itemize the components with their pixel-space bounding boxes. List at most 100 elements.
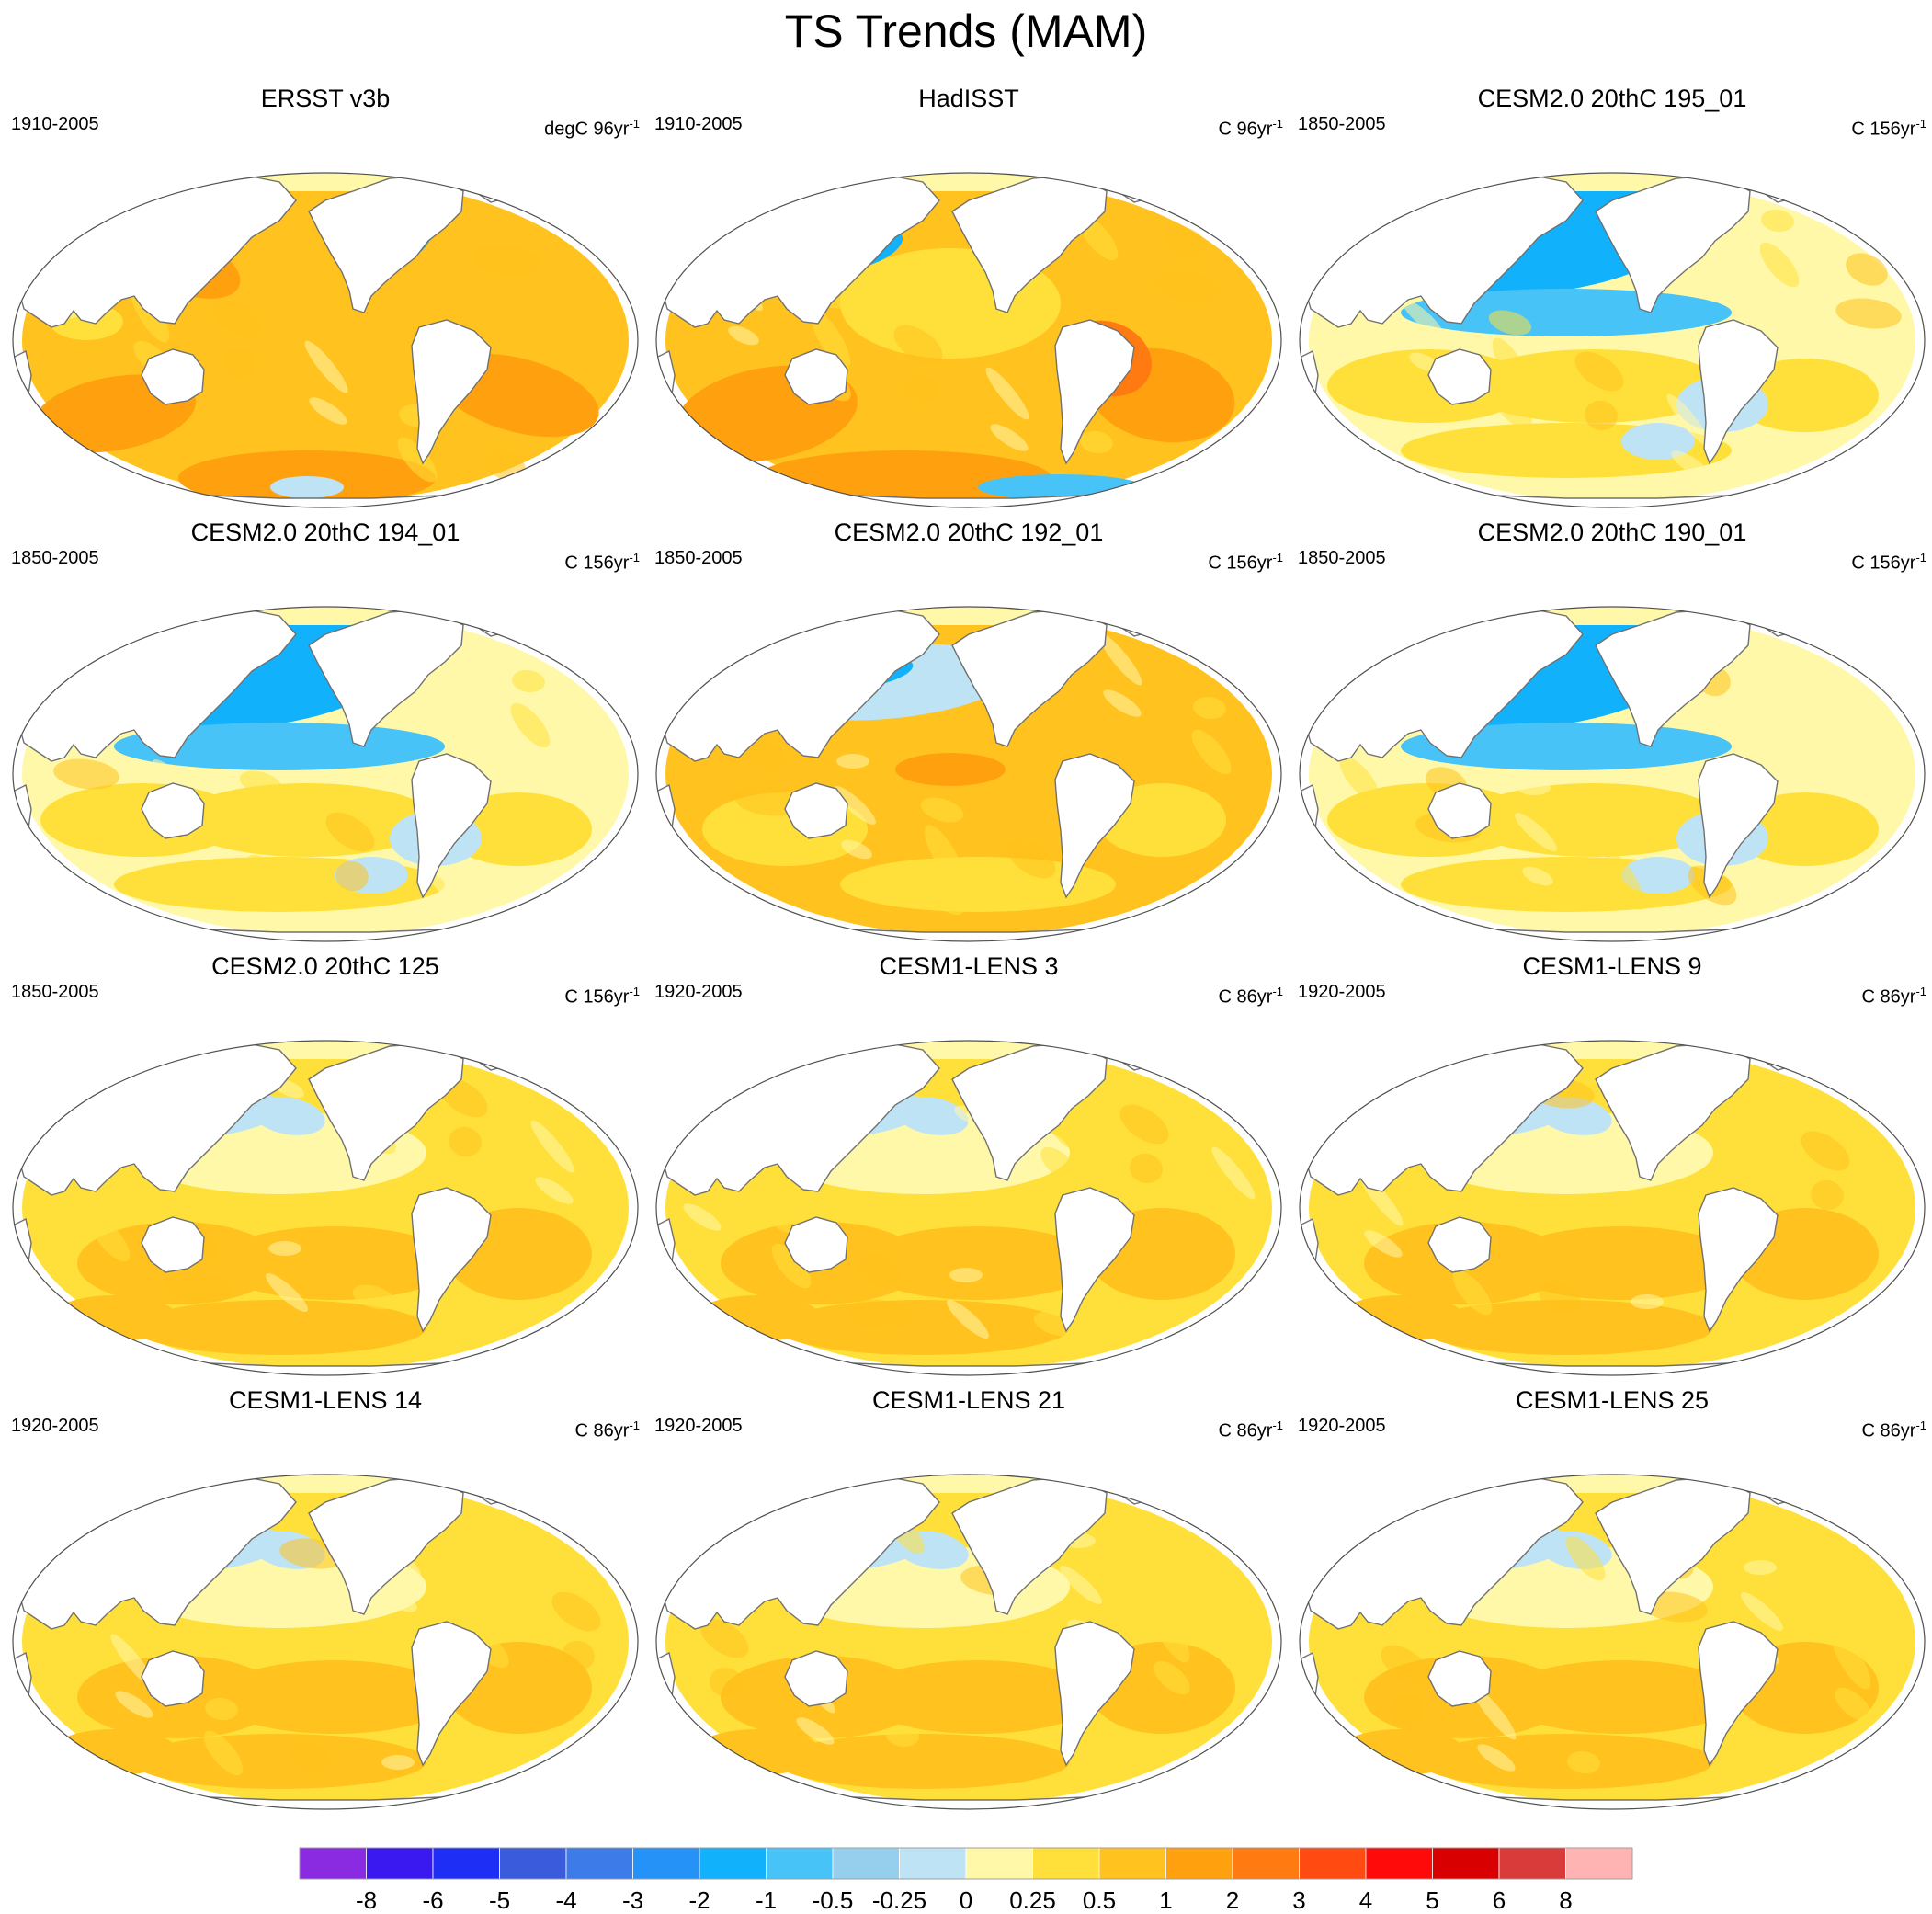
trend-anomaly-region (893, 325, 943, 365)
arctic-band (656, 1475, 1281, 1493)
trend-anomaly-region (710, 1667, 743, 1698)
trend-anomaly-region (222, 347, 256, 378)
land-australia (1427, 782, 1492, 839)
trend-anomaly-region (949, 1268, 983, 1282)
panel-title: CESM1-LENS 25 (1515, 1386, 1710, 1414)
colorbar-tick-label: -5 (489, 1886, 510, 1914)
trend-anomaly-region (397, 437, 438, 483)
map-panel: CESM2.0 20thC 194_01 1850-2005 C 156yr-1 (4, 517, 647, 949)
panel-units: C 86yr-1 (1218, 1418, 1283, 1441)
trend-anomaly-region (1146, 1577, 1190, 1602)
trend-anomaly-region (771, 1243, 812, 1289)
land-australia (141, 782, 205, 839)
map-canvas (12, 1040, 639, 1376)
arctic-band (1300, 1041, 1925, 1059)
panel-units: C 156yr-1 (1851, 551, 1926, 574)
trend-anomaly-region (1419, 1734, 1713, 1789)
trend-anomaly-region (512, 669, 545, 693)
land-north-america (951, 1042, 1108, 1181)
colorbar-tick-label: -0.5 (813, 1886, 854, 1914)
trend-anomaly-region (1477, 1744, 1516, 1772)
colorbar-tick-label: 3 (1292, 1886, 1305, 1914)
trend-anomaly-region (858, 1254, 900, 1287)
colorbar-swatch (1565, 1847, 1633, 1880)
map-panel: ERSST v3b 1910-2005 degC 96yr-1 (4, 83, 647, 515)
land-greenland (1113, 1041, 1165, 1071)
trend-anomaly-region (886, 1724, 919, 1748)
trend-anomaly-region (1835, 298, 1902, 329)
trend-anomaly-region (1827, 1603, 1871, 1629)
colorbar-tick-label: -1 (756, 1886, 777, 1914)
land-south-america (1054, 1187, 1135, 1333)
trend-anomaly-region (776, 1734, 1070, 1789)
trend-field (1300, 1041, 1925, 1375)
panel-title: CESM1-LENS 9 (1522, 952, 1702, 980)
land-australia (784, 1216, 848, 1273)
land-north-america (308, 174, 464, 313)
trend-anomaly-region (1381, 1645, 1430, 1685)
land-south-america (1054, 753, 1135, 899)
colorbar-swatch (565, 1847, 633, 1880)
land-greenland (1756, 1041, 1808, 1071)
panel-units: C 86yr-1 (1218, 985, 1283, 1008)
trend-anomaly-region (1154, 271, 1221, 302)
land-north-america (308, 1042, 464, 1181)
trend-anomaly-region (1539, 1281, 1581, 1314)
map-border (1299, 1474, 1926, 1810)
map-panel: CESM2.0 20thC 192_01 1850-2005 C 156yr-1 (647, 517, 1290, 949)
colorbar-tick-label: 1 (1159, 1886, 1172, 1914)
trend-anomaly-region (1671, 450, 1710, 478)
trend-anomaly-region (1154, 1660, 1190, 1695)
trend-anomaly-region (1565, 1535, 1606, 1581)
panel-period: 1850-2005 (11, 982, 99, 1002)
panel-units: C 86yr-1 (1861, 1418, 1926, 1441)
land-greenland (1756, 173, 1808, 203)
colorbar-frame (299, 1847, 1633, 1880)
colorbar-swatch (1432, 1847, 1500, 1880)
trend-anomaly-region (734, 785, 801, 816)
colorbar-swatch (1299, 1847, 1367, 1880)
panel-title: CESM2.0 20thC 195_01 (1477, 85, 1747, 112)
land-australia (1427, 348, 1492, 405)
map-panel: CESM1-LENS 9 1920-2005 C 86yr-1 (1290, 951, 1932, 1383)
trend-anomaly-region (92, 1183, 125, 1207)
trend-anomaly-region (1336, 1295, 1465, 1341)
colorbar-swatch (1098, 1847, 1166, 1880)
panel-units: C 156yr-1 (1851, 117, 1926, 140)
trend-anomaly-region (381, 1755, 415, 1770)
arctic-band (656, 173, 1281, 191)
land-south-america (1698, 1187, 1779, 1333)
map-border (12, 1040, 639, 1376)
trend-anomaly-region (895, 753, 1006, 786)
panel-title: CESM1-LENS 21 (871, 1386, 1066, 1414)
trend-anomaly-region (895, 1097, 969, 1135)
trend-anomaly-region (1517, 780, 1551, 795)
arctic-band (13, 1475, 638, 1493)
trend-anomaly-region (841, 839, 872, 860)
trend-anomaly-region (1103, 689, 1142, 717)
trend-anomaly-region (1465, 349, 1722, 423)
trend-field (13, 1041, 638, 1375)
trend-anomaly-region (535, 1177, 574, 1204)
map-panel: HadISST 1910-2005 C 96yr-1 (647, 83, 1290, 515)
trend-anomaly-region (115, 1691, 153, 1718)
trend-anomaly-region (920, 797, 964, 823)
land-australia (141, 1650, 205, 1707)
map-border (12, 172, 639, 508)
colorbar-swatch (1365, 1847, 1433, 1880)
map-canvas (655, 606, 1282, 942)
trend-anomaly-region (1831, 1631, 1871, 1690)
map-border (655, 1040, 1282, 1376)
trend-anomaly-region (858, 1226, 1097, 1300)
trend-anomaly-region (985, 367, 1029, 420)
trend-anomaly-region (1574, 351, 1624, 392)
trend-field (656, 1041, 1281, 1375)
trend-anomaly-region (1811, 1179, 1844, 1211)
map-canvas (1299, 172, 1926, 508)
trend-anomaly-region (858, 1660, 1097, 1734)
land-south-america (1054, 319, 1135, 465)
map-panel: CESM1-LENS 21 1920-2005 C 86yr-1 (647, 1384, 1290, 1817)
arctic-band (656, 1041, 1281, 1059)
land-australia (1427, 1216, 1492, 1273)
colorbar-swatch (699, 1847, 767, 1880)
